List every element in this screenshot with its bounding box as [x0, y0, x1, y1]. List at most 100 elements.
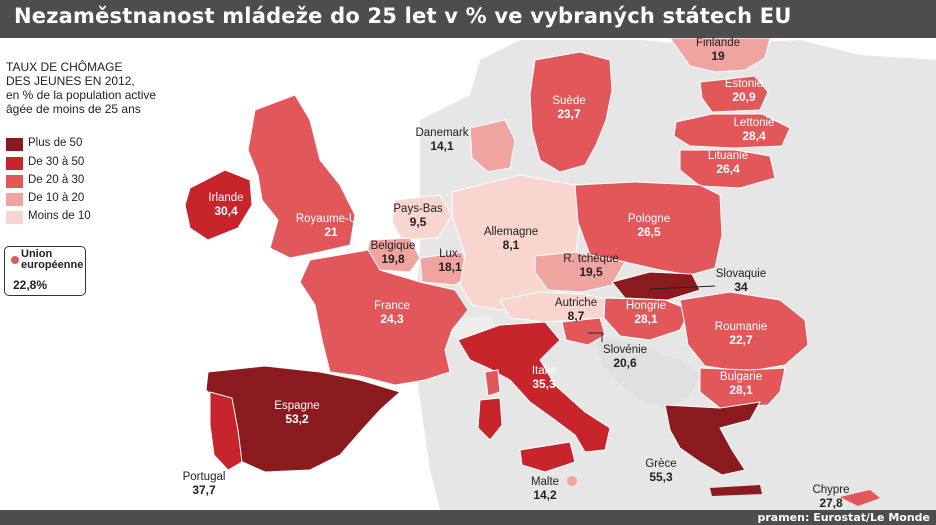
- label-danemark: Danemark 14,1: [415, 127, 468, 153]
- country-name: Malte: [530, 476, 560, 488]
- country-name: Bulgarie: [719, 371, 763, 383]
- legend-label: Plus de 50: [28, 137, 83, 149]
- country-estonie: [699, 75, 769, 113]
- country-value: 19,8: [381, 252, 405, 266]
- country-suede: [529, 51, 613, 173]
- country-france: [299, 249, 469, 386]
- legend-title: TAUX DE CHÔMAGE DES JEUNES EN 2012, en %…: [6, 60, 156, 116]
- legend-swatch: [6, 175, 23, 188]
- country-name: Pologne: [627, 213, 671, 225]
- country-value: 9,5: [409, 215, 427, 229]
- country-slovenie: [561, 317, 606, 346]
- label-roumanie: Roumanie 22,7: [715, 321, 767, 347]
- country-value: 30,4: [214, 204, 238, 218]
- country-value: 18,1: [438, 260, 462, 274]
- label-r-tcheque: R. tchèque 19,5: [563, 253, 619, 279]
- country-name: Lettonie: [733, 117, 775, 129]
- country-royaume-uni: [247, 94, 356, 259]
- label-hongrie: Hongrie 28,1: [626, 300, 666, 326]
- label-malte: Malte 14,2: [531, 476, 559, 502]
- europe-map: [0, 38, 936, 510]
- country-value: 14,1: [430, 139, 454, 153]
- country-grece: [664, 401, 761, 476]
- label-chypre: Chypre 27,8: [812, 484, 849, 510]
- page-title: Nezaměstnanost mládeže do 25 let v % ve …: [14, 4, 792, 28]
- label-slovenie: Slovénie 20,6: [603, 344, 647, 370]
- legend-title-line: âgée de moins de 25 ans: [6, 102, 141, 116]
- island-corse: [484, 369, 501, 397]
- country-value: 19: [711, 49, 725, 63]
- country-value: 26,4: [716, 162, 740, 176]
- country-name: Hongrie: [625, 300, 667, 312]
- country-value: 27,8: [819, 496, 843, 510]
- legend-title-line: DES JEUNES EN 2012,: [6, 74, 135, 88]
- country-name: Grèce: [645, 458, 677, 470]
- country-name: Suède: [552, 95, 586, 107]
- country-name: Estonie: [724, 78, 764, 90]
- country-value: 24,3: [380, 312, 404, 326]
- country-value: 34: [734, 280, 748, 294]
- legend-label: De 20 à 30: [28, 174, 85, 186]
- label-slovaquie: Slovaquie 34: [716, 268, 767, 294]
- country-name: Allemagne: [483, 226, 539, 238]
- label-grece: Grèce 55,3: [645, 458, 676, 484]
- country-value: 14,2: [533, 488, 557, 502]
- country-slovaquie: [611, 271, 701, 301]
- country-r-tcheque: [534, 251, 626, 293]
- country-name: Italie: [531, 365, 557, 377]
- country-value: 23,7: [557, 107, 581, 121]
- eu-label: Union européenne: [21, 248, 84, 271]
- label-bulgarie: Bulgarie 28,1: [720, 371, 762, 397]
- country-name: Autriche: [554, 297, 598, 309]
- country-name: Slovaquie: [715, 268, 767, 280]
- country-value: 35,3: [532, 377, 556, 391]
- legend-swatch: [6, 138, 23, 151]
- legend-swatch: [6, 211, 23, 224]
- label-allemagne: Allemagne 8,1: [484, 226, 538, 252]
- country-name: Danemark: [415, 127, 469, 139]
- title-bar: [0, 0, 936, 38]
- legend-label: De 10 à 20: [28, 192, 85, 204]
- country-italie-sardaigne: [477, 397, 503, 441]
- country-name: Finlande: [695, 37, 741, 49]
- country-lettonie: [673, 113, 791, 149]
- country-name: Pays-Bas: [393, 203, 443, 215]
- country-finlande: [669, 38, 771, 73]
- country-value: 22,7: [729, 333, 753, 347]
- label-lux: Lux. 18,1: [438, 248, 461, 274]
- country-lituanie: [679, 149, 776, 189]
- country-pologne: [574, 181, 723, 276]
- country-name: Royaume-Uni: [295, 213, 367, 225]
- label-royaume-uni: Royaume-Uni 21: [296, 213, 366, 239]
- country-name: Chypre: [812, 484, 850, 496]
- label-espagne: Espagne 53,2: [274, 400, 319, 426]
- country-hongrie: [603, 297, 691, 341]
- country-portugal: [209, 391, 243, 471]
- country-name: Lux.: [439, 248, 461, 260]
- country-pays-bas: [391, 194, 453, 241]
- legend-title-line: TAUX DE CHÔMAGE: [6, 60, 123, 74]
- label-suede: Suède 23,7: [552, 95, 585, 121]
- country-danemark: [469, 119, 516, 173]
- country-irlande: [184, 169, 253, 241]
- country-value: 28,4: [742, 129, 766, 143]
- label-pologne: Pologne 26,5: [628, 213, 670, 239]
- label-finlande: Finlande 19: [696, 37, 740, 63]
- label-autriche: Autriche 8,7: [555, 297, 597, 323]
- country-value: 55,3: [649, 470, 673, 484]
- country-name: Lituanie: [707, 150, 749, 162]
- country-value: 21: [324, 225, 338, 239]
- legend-title-line: en % de la population active: [6, 88, 157, 102]
- country-value: 26,5: [637, 225, 661, 239]
- label-lettonie: Lettonie 28,4: [734, 117, 775, 143]
- source-bar: [0, 510, 936, 525]
- country-italie-sicile: [519, 441, 576, 473]
- label-belgique: Belgique 19,8: [371, 240, 416, 266]
- label-italie: Italie 35,3: [532, 365, 556, 391]
- country-name: Slovénie: [602, 344, 648, 356]
- country-name: Portugal: [182, 471, 226, 483]
- eu-value: 22,8%: [13, 278, 48, 292]
- legend-swatch: [6, 193, 23, 206]
- country-malte: [567, 476, 577, 486]
- country-name: France: [374, 300, 410, 312]
